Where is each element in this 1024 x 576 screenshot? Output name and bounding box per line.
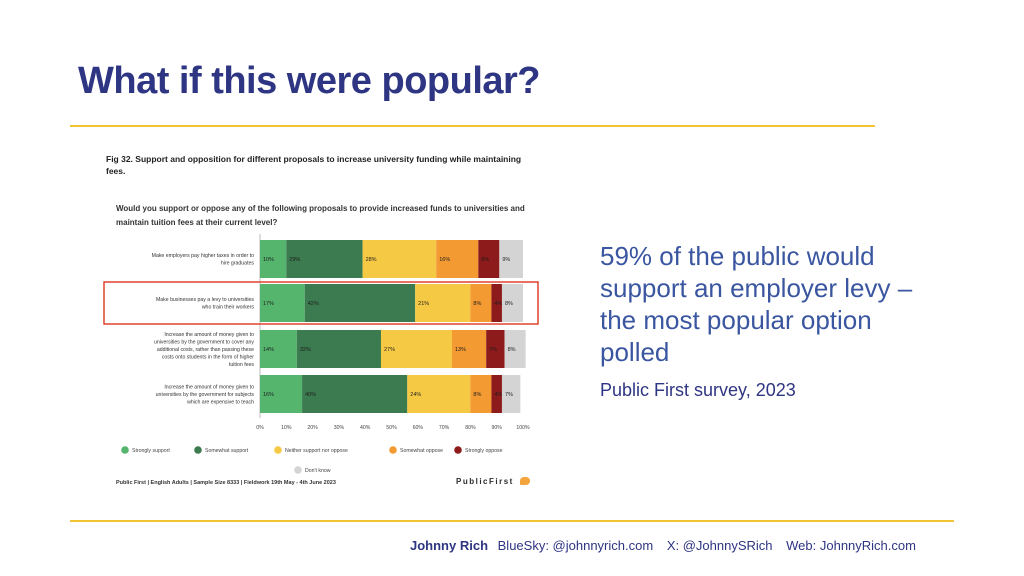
- bar-segment: [302, 375, 408, 413]
- bar-segment: [296, 330, 381, 368]
- stacked-bar-chart: Make employers pay higher taxes in order…: [103, 234, 539, 474]
- bar-segment: [451, 330, 487, 368]
- footer: Johnny Rich BlueSky: @johnnyrich.com X: …: [410, 538, 916, 553]
- x-tick-label: 60%: [413, 425, 424, 431]
- legend-label: Somewhat oppose: [400, 448, 443, 454]
- x-tick-label: 30%: [334, 425, 345, 431]
- x-tick-label: 0%: [256, 425, 264, 431]
- data-label: 7%: [489, 347, 497, 353]
- legend-swatch: [454, 446, 462, 454]
- x-handle[interactable]: X: @JohnnySRich: [666, 538, 773, 553]
- data-label: 8%: [481, 257, 489, 263]
- x-tick-label: 20%: [307, 425, 318, 431]
- data-label: 40%: [305, 392, 316, 398]
- website-link[interactable]: Web: JohnnyRich.com: [786, 538, 916, 553]
- data-label: 14%: [263, 347, 274, 353]
- bar-segment: [415, 284, 471, 322]
- category-label: Increase the amount of money given to uni…: [156, 384, 255, 405]
- data-label: 8%: [508, 347, 516, 353]
- data-label: 28%: [366, 257, 377, 263]
- x-tick-label: 70%: [439, 425, 450, 431]
- data-label: 17%: [263, 301, 274, 307]
- bar-segment: [362, 240, 437, 278]
- bar-segment: [407, 375, 471, 413]
- data-label: 21%: [418, 301, 429, 307]
- x-tick-label: 40%: [360, 425, 371, 431]
- data-label: 16%: [263, 392, 274, 398]
- data-label: 4%: [494, 392, 502, 398]
- bar-segment: [260, 330, 297, 368]
- speech-bubble-icon: [520, 477, 530, 485]
- slide-title: What if this were popular?: [78, 60, 541, 102]
- legend-swatch: [294, 466, 302, 474]
- bar-segment: [491, 375, 502, 413]
- legend-label: Don't know: [305, 468, 331, 474]
- bar-segment: [380, 330, 452, 368]
- legend-swatch: [194, 446, 202, 454]
- data-label: 42%: [308, 301, 319, 307]
- legend-swatch: [389, 446, 397, 454]
- data-label: 7%: [505, 392, 513, 398]
- bar-segment: [304, 284, 416, 322]
- x-tick-label: 50%: [386, 425, 397, 431]
- legend-label: Neither support nor oppose: [285, 448, 348, 454]
- legend-swatch: [121, 446, 129, 454]
- legend-label: Somewhat support: [205, 448, 249, 454]
- author-name: Johnny Rich: [410, 538, 489, 553]
- figure-title: Fig 32. Support and opposition for diffe…: [106, 154, 522, 176]
- data-label: 27%: [384, 347, 395, 353]
- data-label: 10%: [263, 257, 274, 263]
- bar-segment: [470, 375, 492, 413]
- bar-segment: [470, 284, 492, 322]
- title-divider: [70, 125, 875, 127]
- data-label: 8%: [473, 392, 481, 398]
- category-label: Make employers pay higher taxes in order…: [152, 253, 255, 267]
- data-label: 8%: [473, 301, 481, 307]
- publicfirst-logo: PublicFirst: [456, 477, 514, 486]
- data-label: 29%: [289, 257, 300, 263]
- bluesky-handle[interactable]: BlueSky: @johnnyrich.com: [497, 538, 654, 553]
- x-tick-label: 10%: [281, 425, 292, 431]
- x-tick-label: 100%: [516, 425, 530, 431]
- survey-question: Would you support or oppose any of the f…: [116, 204, 525, 227]
- data-label: 13%: [455, 347, 466, 353]
- bar-segment: [504, 330, 526, 368]
- bar-segment: [501, 375, 521, 413]
- footer-divider: [70, 520, 954, 522]
- data-label: 9%: [502, 257, 510, 263]
- category-label: Make businesses pay a levy to universiti…: [156, 297, 254, 311]
- callout-source: Public First survey, 2023: [600, 380, 796, 400]
- data-label: 16%: [439, 257, 450, 263]
- x-tick-label: 80%: [465, 425, 476, 431]
- bar-segment: [260, 240, 287, 278]
- data-label: 24%: [410, 392, 421, 398]
- bar-segment: [501, 284, 523, 322]
- x-tick-label: 90%: [492, 425, 503, 431]
- data-label: 32%: [300, 347, 311, 353]
- bar-segment: [491, 284, 502, 322]
- data-label: 4%: [494, 301, 502, 307]
- legend-swatch: [274, 446, 282, 454]
- legend-label: Strongly support: [132, 448, 170, 454]
- bar-segment: [478, 240, 500, 278]
- figure-footnote: Public First | English Adults | Sample S…: [116, 480, 336, 486]
- bar-segment: [260, 284, 305, 322]
- callout-text: 59% of the public would support an emplo…: [600, 241, 913, 367]
- bar-segment: [436, 240, 479, 278]
- category-label: Increase the amount of money given to uni…: [154, 332, 254, 368]
- bar-segment: [486, 330, 505, 368]
- bar-segment: [260, 375, 303, 413]
- bar-segment: [499, 240, 523, 278]
- data-label: 8%: [505, 301, 513, 307]
- bar-segment: [286, 240, 363, 278]
- highlight-box: [103, 281, 539, 325]
- survey-figure: Fig 32. Support and opposition for diffe…: [103, 150, 540, 495]
- legend-label: Strongly oppose: [465, 448, 503, 454]
